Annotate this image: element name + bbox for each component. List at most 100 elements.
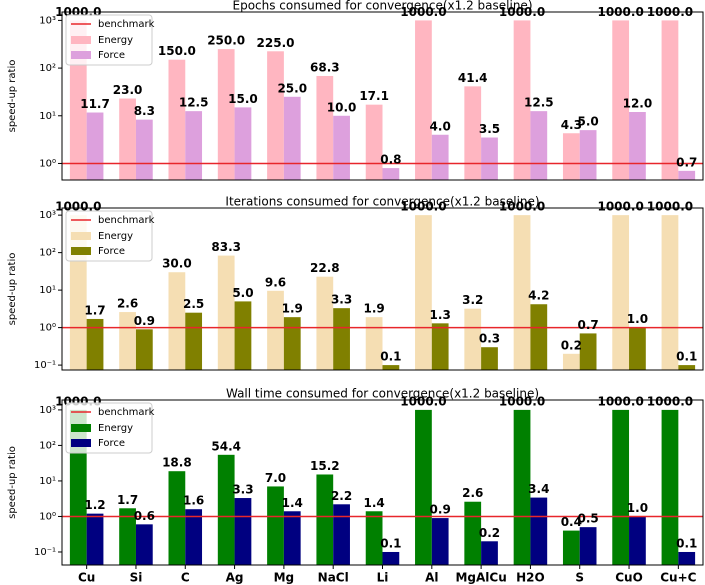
value-label: 1000.0 <box>647 200 693 214</box>
value-label: 2.5 <box>183 297 204 311</box>
value-label: 4.0 <box>430 119 451 133</box>
bar <box>678 365 696 370</box>
value-label: 150.0 <box>158 44 196 58</box>
bar <box>333 115 350 180</box>
y-tick-label: 10⁻¹ <box>34 360 56 371</box>
x-tick-label: H2O <box>516 571 545 585</box>
legend-label: Force <box>98 438 125 449</box>
value-label: 0.1 <box>380 350 401 364</box>
x-tick-label: C <box>181 571 190 585</box>
value-label: 225.0 <box>257 36 295 50</box>
value-label: 0.5 <box>577 512 598 526</box>
y-axis-label: speed-up ratio <box>7 60 18 133</box>
bar <box>629 327 646 370</box>
value-label: 1.2 <box>84 498 105 512</box>
bar <box>185 312 203 370</box>
legend-swatch <box>71 424 91 432</box>
value-label: 0.2 <box>561 338 582 352</box>
bar <box>119 508 136 565</box>
x-tick-label: CuO <box>615 571 643 585</box>
bar <box>464 501 482 565</box>
value-label: 54.4 <box>211 439 241 453</box>
legend-swatch <box>71 232 91 240</box>
value-label: 0.3 <box>479 332 500 346</box>
bar <box>431 518 449 565</box>
bar <box>661 215 679 370</box>
legend-label: Force <box>98 246 125 257</box>
value-label: 3.3 <box>331 293 352 307</box>
value-label: 0.2 <box>479 526 500 540</box>
value-label: 30.0 <box>162 257 192 271</box>
value-label: 1.6 <box>183 494 204 508</box>
value-label: 0.4 <box>561 515 582 529</box>
value-label: 1.3 <box>430 308 451 322</box>
value-label: 5.0 <box>577 115 598 129</box>
bar <box>135 329 153 370</box>
bar <box>612 20 630 180</box>
bar <box>217 454 235 565</box>
x-tick-label: Al <box>425 571 438 585</box>
value-label: 1000.0 <box>499 394 545 408</box>
bar <box>333 504 350 565</box>
y-tick-label: 10¹ <box>39 476 56 487</box>
bar <box>415 215 432 370</box>
value-label: 68.3 <box>310 60 340 74</box>
bar <box>382 168 400 180</box>
bar <box>135 524 153 565</box>
value-label: 2.2 <box>331 489 352 503</box>
bar <box>382 551 400 565</box>
legend-label: benchmark <box>98 407 155 418</box>
value-label: 1.4 <box>282 496 303 510</box>
value-label: 15.0 <box>228 92 258 106</box>
legend-label: benchmark <box>98 215 155 226</box>
bar <box>217 255 235 370</box>
y-tick-label: 10² <box>39 440 56 451</box>
bar <box>661 409 679 565</box>
value-label: 4.2 <box>528 289 549 303</box>
x-tick-label: Li <box>377 571 389 585</box>
value-label: 12.5 <box>179 96 209 110</box>
value-label: 25.0 <box>277 81 307 95</box>
value-label: 1.0 <box>627 312 648 326</box>
value-label: 23.0 <box>113 83 143 97</box>
y-tick-label: 10⁰ <box>39 511 56 522</box>
bar <box>168 59 186 180</box>
chart-title: Wall time consumed for convergence(x1.2 … <box>226 387 539 401</box>
value-label: 0.6 <box>134 509 155 523</box>
bar <box>316 276 334 370</box>
x-tick-label: MgAlCu <box>455 571 506 585</box>
y-tick-label: 10⁻¹ <box>34 547 56 558</box>
bar <box>464 308 482 370</box>
bar <box>579 527 597 565</box>
bar <box>530 497 548 565</box>
value-label: 15.2 <box>310 459 340 473</box>
bar <box>513 20 531 180</box>
legend-swatch <box>71 36 91 44</box>
bar <box>530 304 548 370</box>
value-label: 1.7 <box>84 303 105 317</box>
bar <box>612 409 630 565</box>
bar <box>168 272 186 370</box>
bar <box>481 541 498 565</box>
value-label: 1.7 <box>117 493 138 507</box>
bar <box>513 409 531 565</box>
value-label: 1000.0 <box>647 394 693 408</box>
legend-swatch <box>71 247 91 255</box>
bar <box>316 474 334 565</box>
value-label: 11.7 <box>80 97 110 111</box>
legend-swatch <box>71 51 91 59</box>
value-label: 17.1 <box>359 89 389 103</box>
bar <box>267 290 284 370</box>
value-label: 0.1 <box>676 536 697 550</box>
y-tick-label: 10³ <box>39 210 56 221</box>
bar <box>365 511 383 565</box>
legend-label: Force <box>98 50 125 61</box>
bar <box>464 86 482 180</box>
bar <box>678 170 696 180</box>
value-label: 3.3 <box>232 483 253 497</box>
bar <box>661 20 679 180</box>
legend-label: benchmark <box>98 19 155 30</box>
bar <box>333 308 350 370</box>
value-label: 0.7 <box>676 155 697 169</box>
